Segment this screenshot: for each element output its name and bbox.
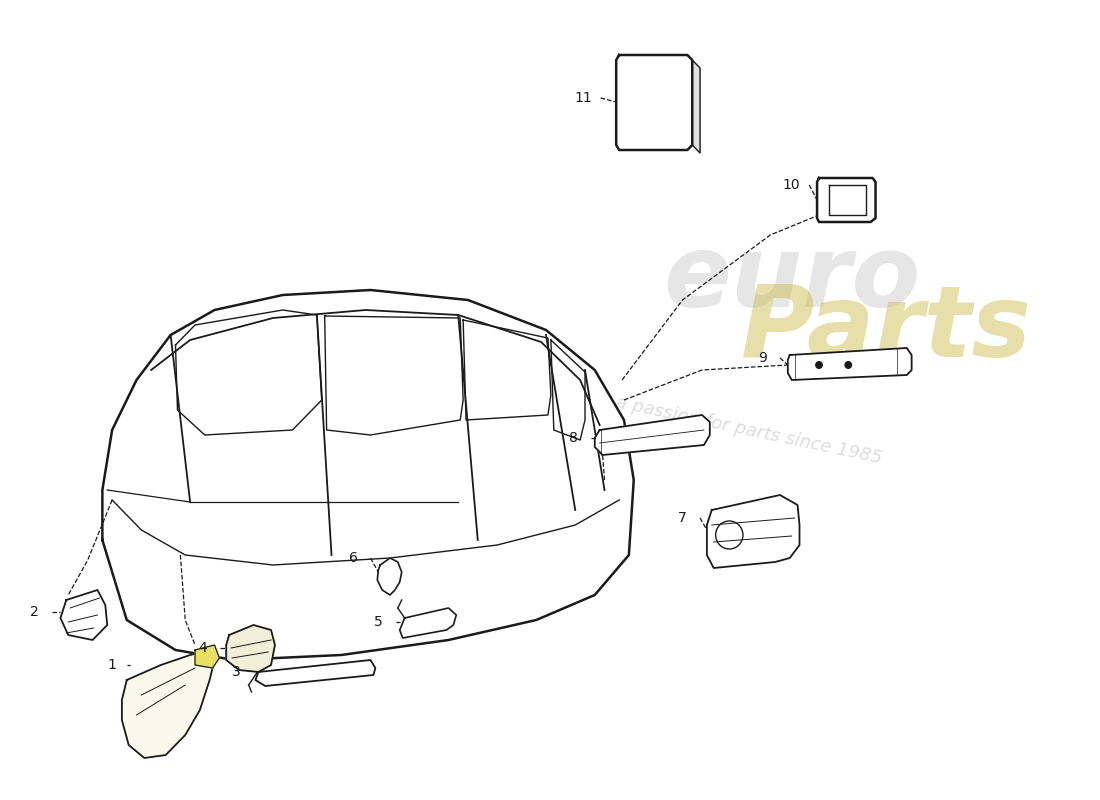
Polygon shape <box>255 660 375 686</box>
Text: 8: 8 <box>569 431 578 445</box>
Text: Parts: Parts <box>741 282 1032 378</box>
Text: 4: 4 <box>198 641 207 655</box>
Polygon shape <box>195 645 219 668</box>
Polygon shape <box>788 348 912 380</box>
Circle shape <box>815 361 823 369</box>
Polygon shape <box>60 590 108 640</box>
Polygon shape <box>227 625 275 672</box>
Text: 2: 2 <box>30 605 38 619</box>
Polygon shape <box>102 290 634 660</box>
Text: 7: 7 <box>678 511 686 525</box>
Text: 9: 9 <box>758 351 767 365</box>
Polygon shape <box>399 608 456 638</box>
Polygon shape <box>707 495 800 568</box>
Polygon shape <box>595 415 710 455</box>
Polygon shape <box>377 558 402 595</box>
Text: 5: 5 <box>374 615 383 629</box>
Text: 1: 1 <box>108 658 117 672</box>
Text: 11: 11 <box>574 91 592 105</box>
Text: 6: 6 <box>349 551 358 565</box>
Text: a passion for parts since 1985: a passion for parts since 1985 <box>614 393 884 467</box>
Text: 10: 10 <box>783 178 801 192</box>
Polygon shape <box>692 60 700 153</box>
Text: 3: 3 <box>232 665 240 679</box>
Polygon shape <box>616 55 692 150</box>
Circle shape <box>845 361 853 369</box>
Polygon shape <box>122 650 214 758</box>
Polygon shape <box>817 178 876 222</box>
Text: euro: euro <box>663 231 921 329</box>
